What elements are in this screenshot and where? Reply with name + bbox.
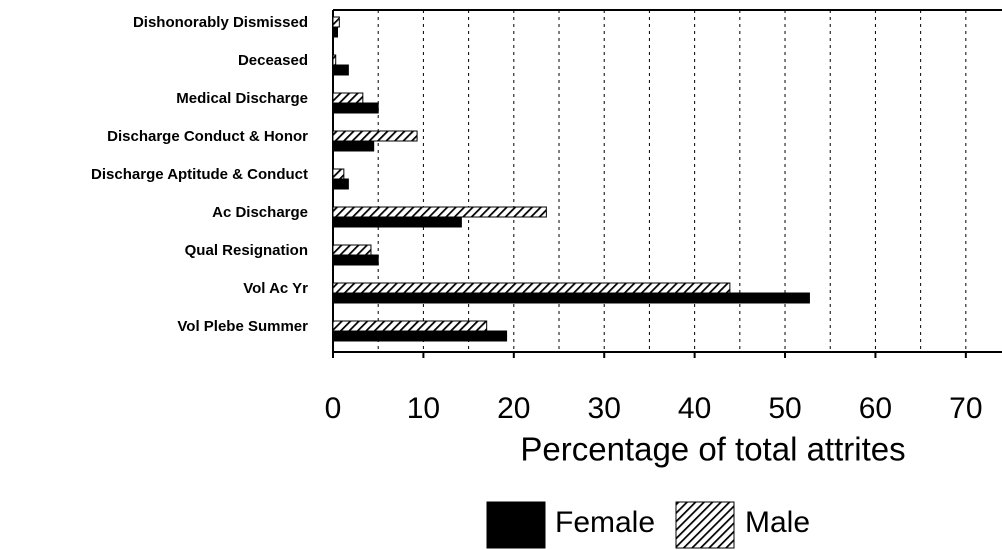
bar [332, 282, 731, 294]
x-tick-label: 60 [859, 392, 892, 425]
bar [332, 244, 372, 256]
bar [332, 206, 547, 218]
legend-swatch [486, 501, 546, 549]
legend-swatch [675, 501, 735, 549]
bar [332, 168, 345, 180]
legend-label: Male [745, 506, 810, 539]
x-tick-label: 20 [497, 392, 530, 425]
bar [332, 16, 340, 28]
y-tick-label: Ac Discharge [212, 204, 308, 221]
bar [332, 130, 418, 142]
y-tick-label: Qual Resignation [185, 242, 308, 259]
x-tick-label: 70 [949, 392, 982, 425]
x-tick-label: 40 [678, 392, 711, 425]
bar [332, 54, 337, 66]
x-tick-label: 50 [768, 392, 801, 425]
bar [332, 102, 379, 114]
bar [332, 254, 379, 266]
bar [332, 320, 488, 332]
x-tick-label: 10 [407, 392, 440, 425]
y-tick-label: Medical Discharge [176, 90, 308, 107]
y-tick-label: Deceased [238, 52, 308, 69]
y-tick-label: Vol Ac Yr [243, 280, 308, 297]
y-tick-label: Discharge Aptitude & Conduct [91, 166, 308, 183]
x-tick-label: 30 [588, 392, 621, 425]
y-tick-label: Vol Plebe Summer [177, 318, 308, 335]
bar [332, 64, 349, 76]
bar [332, 140, 375, 152]
y-tick-label: Discharge Conduct & Honor [107, 128, 308, 145]
x-tick-label: 0 [325, 392, 342, 425]
bar [332, 92, 364, 104]
bar [332, 178, 349, 190]
bar [332, 26, 339, 38]
legend-label: Female [555, 506, 655, 539]
bar [332, 292, 810, 304]
bar [332, 216, 462, 228]
bar [332, 330, 508, 342]
x-axis-title: Percentage of total attrites [520, 431, 905, 468]
y-tick-label: Dishonorably Dismissed [133, 14, 308, 31]
